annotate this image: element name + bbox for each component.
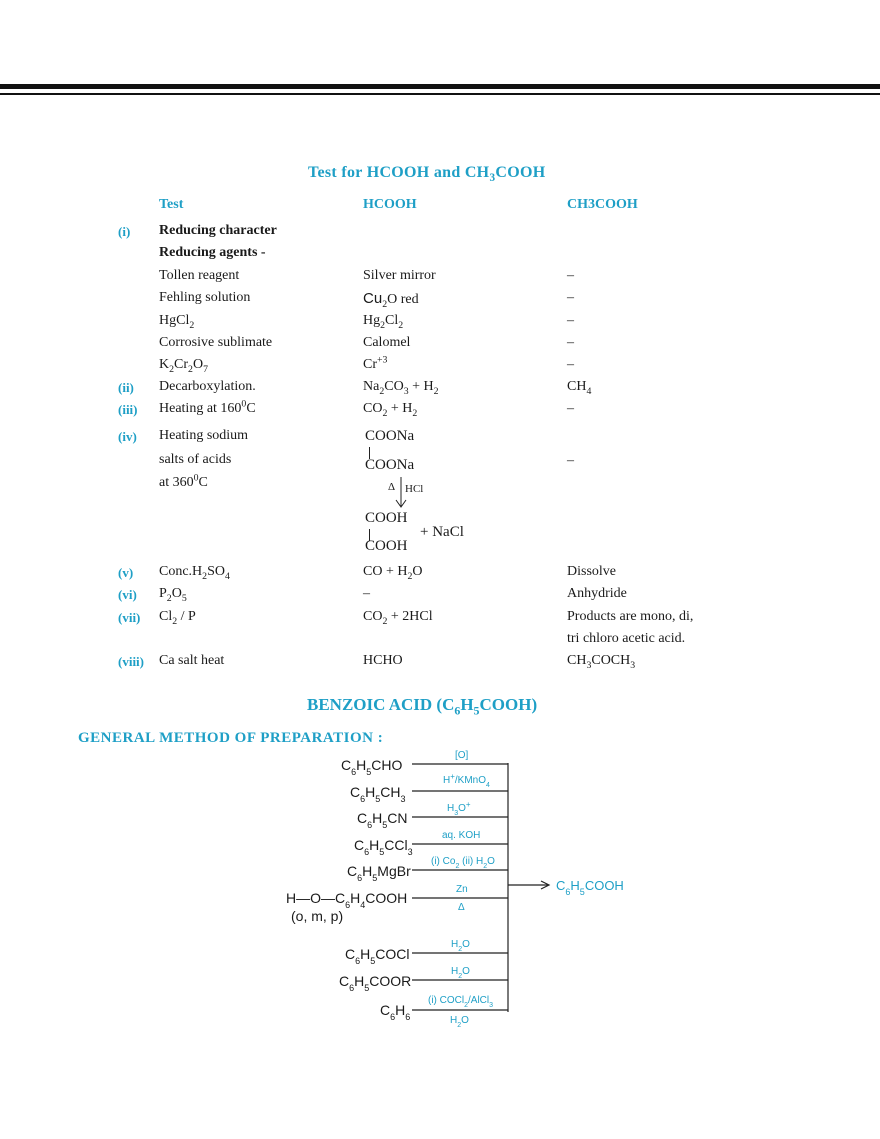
scheme-reagent: HCl (405, 483, 424, 495)
row-ch3cooh: – (567, 313, 574, 328)
reagent-label: H3O+ (447, 800, 471, 817)
row-ch3cooh: – (567, 335, 574, 350)
reagent-label-step2: H2O (450, 1015, 469, 1029)
reagent-label: H2O (451, 939, 470, 953)
reagent-label: [O] (455, 750, 469, 761)
scheme-nacl: + NaCl (420, 524, 464, 540)
row-hcooh: Na2CO3 + H2 (363, 379, 439, 397)
row-test: Reducing agents - (159, 245, 266, 260)
row-hcooh: Calomel (363, 335, 411, 350)
scheme-delta: Δ (388, 481, 396, 493)
reactant-label-position: (o, m, p) (291, 908, 343, 924)
row-hcooh: Hg2Cl2 (363, 313, 404, 331)
row-test: Heating at 1600C (159, 398, 256, 416)
row-number: (vi) (118, 587, 137, 602)
header-rule-thin (0, 93, 880, 95)
scheme-cooh-bottom: COOH (365, 538, 408, 554)
row-test: Reducing character (159, 223, 277, 238)
row-number: (viii) (118, 654, 144, 669)
row-ch3cooh-line1: Products are mono, di, (567, 609, 694, 624)
reagent-label: Zn (456, 884, 468, 895)
row-ch3cooh: Dissolve (567, 564, 616, 579)
header-ch3cooh: CH3COOH (567, 197, 638, 212)
row-test: P2O5 (159, 586, 187, 604)
row-number: (vii) (118, 610, 141, 625)
reactant-label: C6H5COCl (345, 946, 410, 966)
row-test: Cl2 / P (159, 609, 196, 627)
reagent-label: (i) COCl2/AlCl3 (428, 995, 493, 1009)
reagent-label: H+/KMnO4 (443, 772, 490, 789)
row-number: (ii) (118, 380, 134, 395)
row-number: (iv) (118, 429, 137, 444)
section-title-tail: COOH (495, 164, 546, 181)
scheme-bond (369, 447, 370, 459)
row-test-line1: Heating sodium (159, 428, 249, 443)
row-test: Corrosive sublimate (159, 335, 273, 350)
row-test: Conc.H2SO4 (159, 564, 230, 582)
preparation-title: GENERAL METHOD OF PREPARATION : (78, 730, 384, 746)
scheme-coona-top: COONa (365, 428, 415, 444)
row-test-line3: at 3600C (159, 472, 208, 490)
row-hcooh: Cu2O red (363, 290, 419, 310)
row-number: (i) (118, 224, 131, 239)
scheme-cooh-top: COOH (365, 510, 408, 526)
row-test-line2: salts of acids (159, 452, 232, 467)
row-hcooh: Silver mirror (363, 268, 436, 283)
reactant-label: C6H5MgBr (347, 863, 411, 883)
section-title-main: Test for HCOOH and CH (308, 164, 490, 181)
row-hcooh: CO + H2O (363, 564, 423, 582)
row-ch3cooh: – (567, 290, 574, 305)
row-ch3cooh: CH4 (567, 379, 592, 397)
row-test: Decarboxylation. (159, 379, 256, 394)
row-hcooh: CO2 + H2 (363, 401, 418, 419)
row-hcooh: HCHO (363, 653, 403, 668)
row-hcooh: – (363, 586, 370, 601)
row-test: K2Cr2O7 (159, 357, 208, 375)
row-ch3cooh: – (567, 268, 574, 283)
reactant-label: H—O—C6H4COOH (286, 890, 407, 910)
benzoic-acid-title: BENZOIC ACID (C6H5COOH) (307, 695, 538, 718)
header-hcooh: HCOOH (363, 197, 417, 212)
reactant-label: C6H5CHO (341, 757, 403, 777)
reactant-label: C6H6 (380, 1002, 410, 1022)
scheme-bond (369, 529, 370, 541)
product-label: C6H5COOH (556, 878, 624, 897)
reagent-label: aq. KOH (442, 830, 480, 841)
reagent-label: (i) Co2 (ii) H2O (431, 856, 495, 870)
reactant-label: C6H5CH3 (350, 784, 406, 804)
row-test: Ca salt heat (159, 653, 225, 668)
section-title-sub: 3 (489, 172, 496, 185)
header-rule-thick (0, 84, 880, 89)
row-number: (iii) (118, 402, 138, 417)
row-ch3cooh: – (567, 453, 574, 468)
row-hcooh: CO2 + 2HCl (363, 609, 433, 627)
header-test: Test (159, 197, 184, 212)
reagent-label-condition: Δ (458, 902, 465, 913)
row-ch3cooh: Anhydride (567, 586, 627, 601)
row-hcooh: Cr+3 (363, 354, 388, 372)
reactant-label: C6H5COOR (339, 973, 411, 993)
row-test: Fehling solution (159, 290, 251, 305)
row-ch3cooh: – (567, 357, 574, 372)
section-title: Test for HCOOH and CH3COOH (308, 164, 546, 185)
product-arrowhead (540, 880, 551, 890)
reactant-label: C6H5CCl3 (354, 837, 413, 857)
row-ch3cooh-line2: tri chloro acetic acid. (567, 631, 686, 646)
row-test: Tollen reagent (159, 268, 240, 283)
row-ch3cooh: – (567, 401, 574, 416)
row-number: (v) (118, 565, 134, 580)
row-ch3cooh: CH3COCH3 (567, 653, 636, 671)
row-test: HgCl2 (159, 313, 195, 331)
scheme-coona-bottom: COONa (365, 457, 415, 473)
scheme-down-arrow (395, 477, 407, 508)
reactant-label: C6H5CN (357, 810, 408, 830)
reagent-label: H2O (451, 966, 470, 980)
